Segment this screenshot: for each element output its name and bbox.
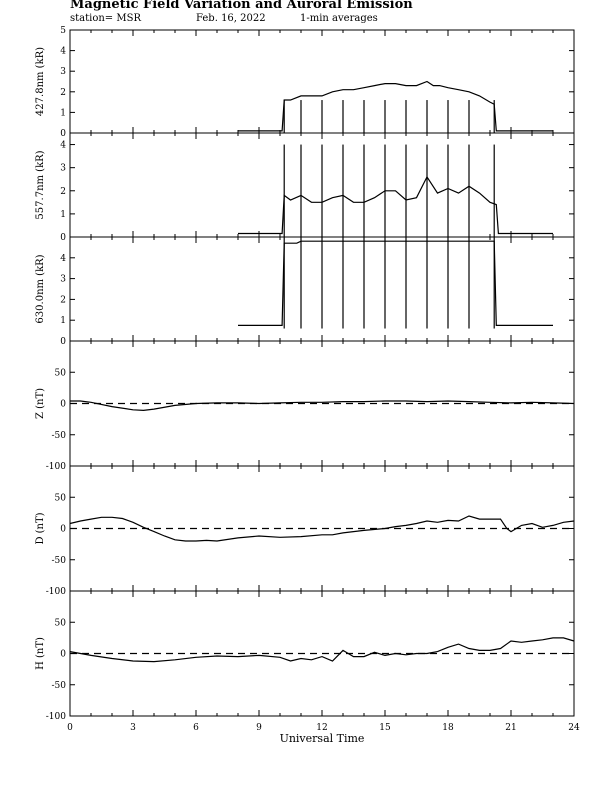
series-line bbox=[238, 80, 553, 132]
y-tick-label: 1 bbox=[60, 108, 66, 118]
series-line bbox=[238, 240, 553, 326]
x-tick-label: 9 bbox=[256, 723, 262, 733]
y-tick-label: 0 bbox=[60, 129, 66, 139]
panel-3: -100 -50 0 50 Z (nT) bbox=[35, 340, 575, 472]
y-axis-label: 630.0nm (kR) bbox=[35, 254, 46, 323]
panel-1: 0 1 2 3 4 557.7nm (kR) bbox=[35, 132, 575, 243]
x-tick-label: 3 bbox=[130, 723, 136, 733]
x-tick-label: 15 bbox=[379, 723, 391, 733]
y-tick-label: -100 bbox=[46, 462, 66, 472]
y-tick-label: 0 bbox=[60, 650, 66, 660]
y-tick-label: -100 bbox=[46, 587, 66, 597]
y-tick-label: 4 bbox=[60, 47, 66, 57]
y-tick-label: 1 bbox=[60, 316, 66, 326]
y-tick-label: 5 bbox=[60, 26, 66, 36]
y-axis-label: Z (nT) bbox=[35, 388, 46, 419]
y-tick-label: 50 bbox=[55, 493, 67, 503]
y-tick-label: 2 bbox=[60, 295, 66, 305]
y-tick-label: 0 bbox=[60, 337, 66, 347]
y-tick-label: 3 bbox=[60, 67, 66, 77]
y-tick-label: -50 bbox=[52, 556, 67, 566]
series-line bbox=[70, 400, 575, 412]
y-axis-label: D (nT) bbox=[35, 512, 46, 544]
y-tick-label: 50 bbox=[55, 368, 67, 378]
y-axis-label: H (nT) bbox=[35, 637, 46, 670]
panel-4: -100 -50 0 50 D (nT) bbox=[35, 465, 575, 597]
panel-5: -100 -50 0 50 H (nT) bbox=[35, 590, 575, 722]
x-tick-label: 24 bbox=[568, 723, 580, 733]
y-tick-label: 3 bbox=[60, 164, 66, 174]
x-tick-label: 6 bbox=[193, 723, 199, 733]
y-tick-label: -50 bbox=[52, 681, 67, 691]
y-tick-label: 4 bbox=[60, 254, 66, 264]
series-line bbox=[238, 175, 553, 235]
series-line bbox=[69, 637, 575, 663]
y-tick-label: -100 bbox=[46, 712, 66, 722]
x-tick-label: 0 bbox=[67, 723, 73, 733]
y-tick-label: 3 bbox=[60, 275, 66, 285]
y-tick-label: 2 bbox=[60, 88, 66, 98]
x-tick-label: 21 bbox=[505, 723, 516, 733]
chart-title: Magnetic Field Variation and Auroral Emi… bbox=[70, 0, 413, 12]
y-tick-label: 0 bbox=[60, 233, 66, 243]
y-tick-label: -50 bbox=[52, 431, 67, 441]
panel-0: 0 1 2 3 4 5 427.8nm (kR) bbox=[35, 26, 575, 139]
y-tick-label: 2 bbox=[60, 187, 66, 197]
x-tick-label: 18 bbox=[442, 723, 454, 733]
date-label: Feb. 16, 2022 bbox=[196, 13, 266, 24]
y-axis-label: 427.8nm (kR) bbox=[35, 47, 46, 116]
y-tick-label: 50 bbox=[55, 618, 67, 628]
x-tick-label: 12 bbox=[316, 723, 327, 733]
y-axis-label: 557.7nm (kR) bbox=[35, 150, 46, 219]
y-tick-label: 0 bbox=[60, 525, 66, 535]
averaging-label: 1-min averages bbox=[300, 13, 378, 24]
panel-2: 0 1 2 3 4 630.0nm (kR) bbox=[35, 236, 575, 347]
y-tick-label: 1 bbox=[60, 210, 66, 220]
y-tick-label: 4 bbox=[60, 141, 66, 151]
y-tick-label: 0 bbox=[60, 400, 66, 410]
x-axis-label: Universal Time bbox=[280, 732, 365, 745]
series-line bbox=[69, 515, 575, 542]
station-label: station= MSR bbox=[70, 13, 141, 24]
